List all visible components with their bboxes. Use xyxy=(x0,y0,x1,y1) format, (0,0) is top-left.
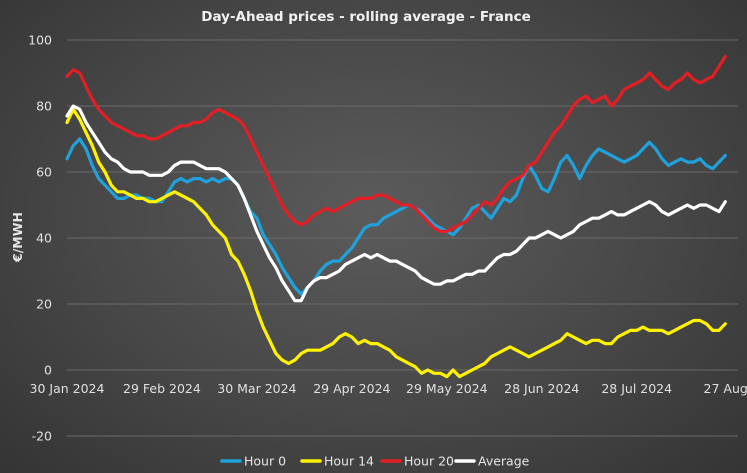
series-line-average xyxy=(65,104,727,303)
x-tick-label: 30 Mar 2024 xyxy=(217,381,296,396)
x-tick-label: 28 Jul 2024 xyxy=(601,381,672,396)
series-lines xyxy=(65,54,727,379)
series-line-hour-0 xyxy=(65,137,727,296)
y-tick-label: 80 xyxy=(36,99,52,114)
y-tick-label: -20 xyxy=(32,429,52,444)
y-tick-label: 60 xyxy=(36,165,52,180)
x-tick-label: 27 Aug 2 xyxy=(704,381,747,396)
legend-item-hour-20[interactable]: Hour 20 xyxy=(380,454,454,469)
x-tick-label: 28 Jun 2024 xyxy=(504,381,579,396)
legend-item-hour-14[interactable]: Hour 14 xyxy=(300,454,374,469)
y-tick-label: 0 xyxy=(44,363,52,378)
legend-label: Hour 20 xyxy=(404,454,454,469)
x-tick-label: 29 Feb 2024 xyxy=(123,381,201,396)
legend-label: Hour 0 xyxy=(244,454,286,469)
series-line-hour-20 xyxy=(65,54,727,233)
y-axis-label: €/MWH xyxy=(10,212,25,263)
legend-item-average[interactable]: Average xyxy=(454,454,530,469)
x-tick-label: 30 Jan 2024 xyxy=(30,381,105,396)
y-axis-ticks: -20 0 20 40 60 80 100 xyxy=(28,33,52,444)
legend: Hour 0 Hour 14 Hour 20 Average xyxy=(220,454,530,469)
y-tick-label: 20 xyxy=(36,297,52,312)
y-tick-label: 100 xyxy=(28,33,52,48)
legend-label: Hour 14 xyxy=(324,454,374,469)
legend-label: Average xyxy=(478,454,530,469)
y-tick-label: 40 xyxy=(36,231,52,246)
x-tick-label: 29 Apr 2024 xyxy=(313,381,390,396)
x-axis-ticks: 30 Jan 2024 29 Feb 2024 30 Mar 2024 29 Apr … xyxy=(30,381,747,396)
x-tick-label: 29 May 2024 xyxy=(406,381,488,396)
chart-title: Day-Ahead prices - rolling average - Fra… xyxy=(201,9,530,25)
series-line-hour-14 xyxy=(65,107,727,379)
legend-item-hour-0[interactable]: Hour 0 xyxy=(220,454,286,469)
gridlines xyxy=(67,39,738,437)
